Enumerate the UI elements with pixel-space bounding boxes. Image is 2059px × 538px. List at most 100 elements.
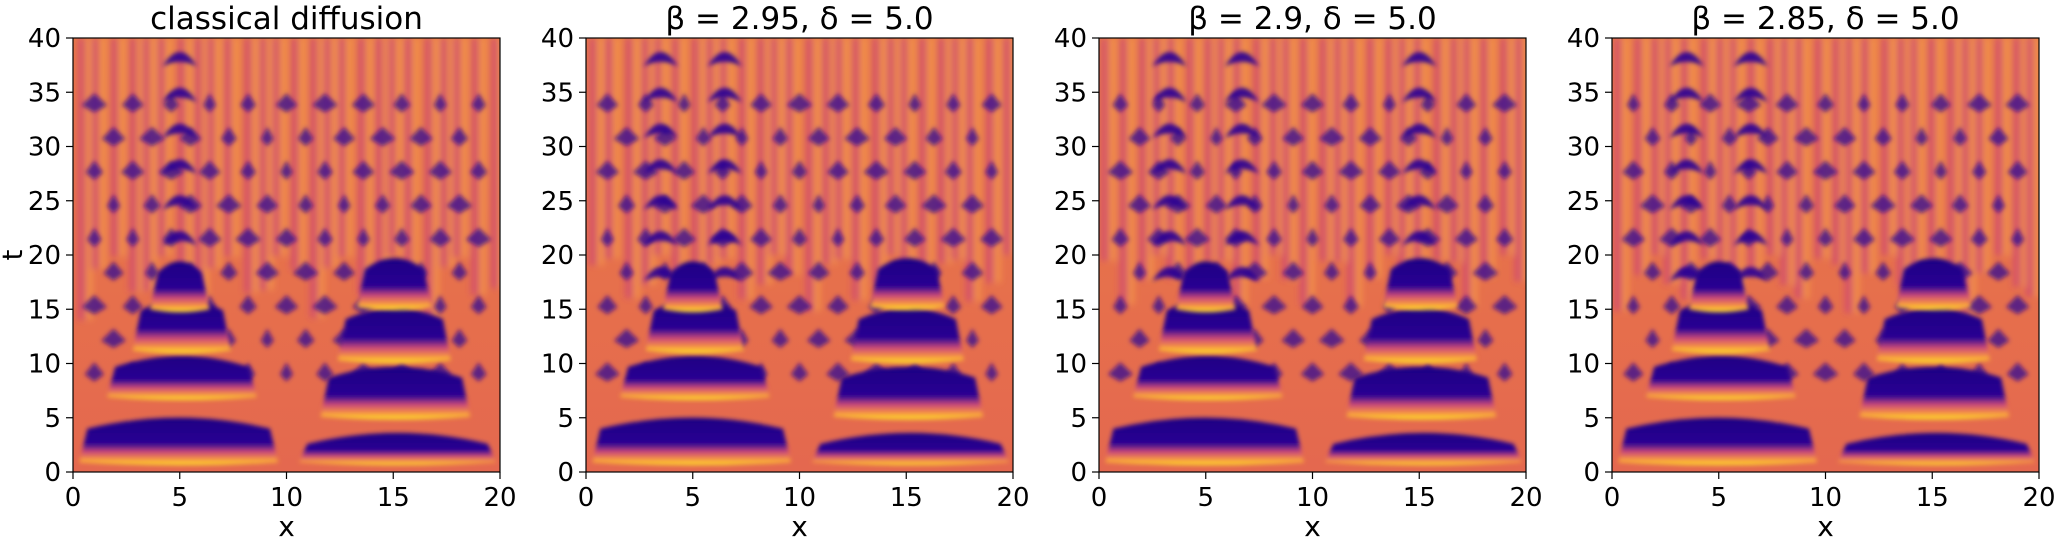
stripe-mark bbox=[950, 38, 959, 260]
plume-band bbox=[1346, 366, 1497, 420]
diamond-mark bbox=[596, 93, 619, 113]
stripe-mark bbox=[290, 38, 299, 271]
stripe-mark bbox=[937, 38, 946, 264]
plume-band bbox=[1158, 299, 1257, 354]
y-tick-label: 40 bbox=[1567, 24, 1600, 54]
stripe-highlight bbox=[280, 38, 287, 257]
plume-band bbox=[1382, 258, 1458, 311]
diamond-mark bbox=[1988, 126, 2009, 147]
diamond-mark bbox=[1282, 126, 1305, 147]
x-tick-label: 0 bbox=[1604, 483, 1621, 513]
diamond-mark bbox=[812, 194, 826, 214]
stripe-highlight bbox=[908, 38, 915, 276]
diamond-mark bbox=[220, 261, 238, 281]
x-tick-label: 20 bbox=[996, 483, 1029, 513]
stripe-mark bbox=[1138, 38, 1147, 281]
stripe-highlight bbox=[843, 38, 850, 260]
diamond-mark bbox=[317, 227, 333, 247]
y-tick-label: 15 bbox=[1054, 295, 1087, 325]
diamond-mark bbox=[450, 126, 469, 147]
arch-mark bbox=[1402, 123, 1437, 139]
y-tick-label: 40 bbox=[1054, 24, 1087, 54]
diamond-mark bbox=[1497, 160, 1512, 180]
stripe-highlight bbox=[1225, 38, 1232, 262]
stripe-mark bbox=[223, 38, 232, 257]
diamond-mark bbox=[470, 362, 487, 382]
diamond-mark bbox=[1282, 261, 1305, 281]
y-tick-label: 20 bbox=[1567, 241, 1600, 271]
diamond-mark bbox=[786, 295, 813, 315]
diamond-mark bbox=[750, 93, 773, 113]
stripe-mark bbox=[1319, 38, 1328, 262]
diamond-mark bbox=[960, 194, 985, 214]
stripe-mark bbox=[1397, 38, 1406, 281]
diamond-mark bbox=[1991, 194, 2005, 214]
diamond-mark bbox=[883, 126, 908, 147]
stripe-highlight bbox=[1956, 38, 1963, 266]
y-tick-label: 0 bbox=[557, 458, 574, 488]
stripe-highlight bbox=[2034, 38, 2039, 297]
stripe-highlight bbox=[1853, 38, 1860, 314]
diamond-mark bbox=[1359, 194, 1382, 214]
stripe-highlight bbox=[766, 38, 773, 285]
y-tick-label: 35 bbox=[541, 78, 574, 108]
stripe-highlight bbox=[203, 38, 210, 320]
stripe-highlight bbox=[1523, 38, 1526, 282]
y-tick-label: 5 bbox=[557, 404, 574, 434]
diamond-mark bbox=[1684, 126, 1698, 147]
stripe-mark bbox=[1909, 38, 1918, 298]
stripe-highlight bbox=[1823, 38, 1830, 259]
diamond-mark bbox=[1626, 295, 1640, 315]
y-tick-label: 20 bbox=[28, 241, 61, 271]
y-tick-label: 5 bbox=[44, 404, 61, 434]
x-tick-label: 10 bbox=[1296, 483, 1329, 513]
arch-mark bbox=[643, 159, 678, 174]
arch-mark bbox=[1152, 51, 1187, 67]
diamond-mark bbox=[316, 362, 334, 382]
diamond-mark bbox=[945, 295, 962, 315]
stripe-mark bbox=[387, 38, 396, 257]
diamond-mark bbox=[985, 362, 999, 382]
arch-layer bbox=[1152, 51, 1437, 282]
stripe-highlight bbox=[267, 38, 274, 291]
diamond-mark bbox=[1113, 295, 1128, 315]
arch-layer bbox=[643, 51, 742, 282]
diamond-mark bbox=[1972, 160, 1987, 180]
stripe-mark bbox=[1479, 38, 1488, 278]
diamond-mark bbox=[1472, 261, 1499, 281]
diamond-mark bbox=[1229, 160, 1243, 180]
y-tick-label: 40 bbox=[541, 24, 574, 54]
stripe-highlight bbox=[1789, 38, 1796, 286]
diamond-mark bbox=[1170, 126, 1186, 147]
arch-mark bbox=[1152, 195, 1187, 210]
arch-mark bbox=[1733, 51, 1768, 67]
panel-title: classical diffusion bbox=[150, 1, 423, 37]
plume-band bbox=[1876, 308, 1990, 364]
diamond-mark bbox=[1703, 160, 1717, 180]
diamond-mark bbox=[1382, 93, 1396, 113]
plume-band bbox=[1688, 261, 1749, 313]
stripe-highlight bbox=[994, 38, 1001, 283]
diamond-mark bbox=[1440, 126, 1454, 147]
plume-layer bbox=[1618, 258, 2035, 466]
stripe-mark bbox=[785, 38, 794, 275]
stripe-highlight bbox=[1458, 38, 1465, 263]
plume-band bbox=[833, 366, 984, 420]
stripe-mark bbox=[1896, 38, 1905, 287]
stripe-mark bbox=[1152, 38, 1161, 256]
diamond-mark bbox=[374, 194, 391, 214]
diamond-mark bbox=[1951, 194, 1969, 214]
diamond-mark bbox=[1776, 160, 1799, 180]
diamond-mark bbox=[121, 160, 145, 180]
stripe-mark bbox=[1216, 38, 1225, 262]
diamond-mark bbox=[1812, 160, 1839, 180]
diamond-mark bbox=[1261, 295, 1287, 315]
diamond-mark bbox=[235, 227, 261, 247]
stripe-highlight bbox=[1290, 38, 1297, 280]
stripe-highlight bbox=[2021, 38, 2028, 288]
diamond-mark bbox=[1812, 362, 1839, 382]
diamond-mark bbox=[1966, 93, 1992, 113]
diamond-mark bbox=[1477, 328, 1494, 348]
diamond-mark bbox=[1318, 126, 1345, 147]
arch-mark bbox=[1669, 87, 1704, 103]
